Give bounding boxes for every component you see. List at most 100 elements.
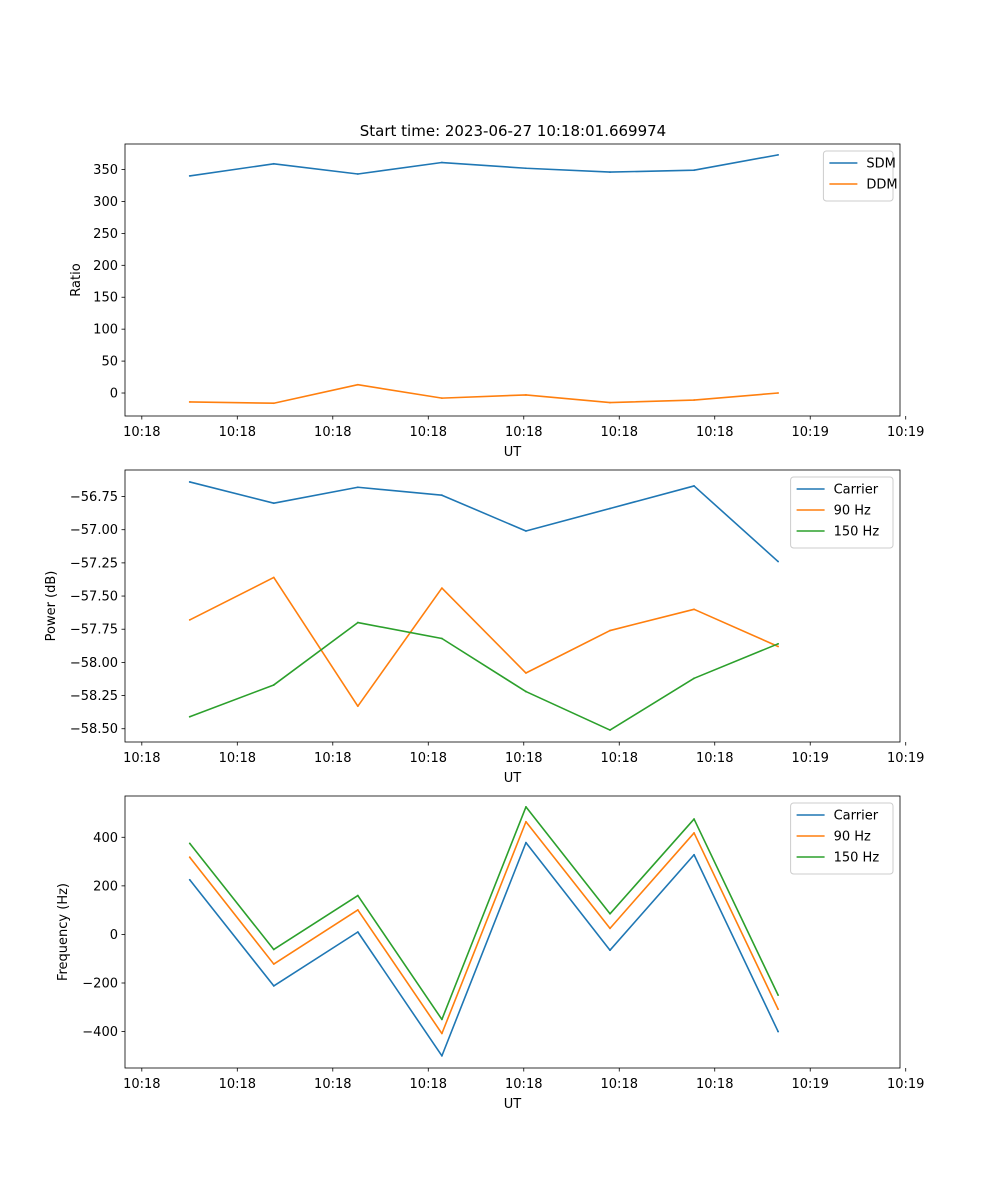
x-tick-label: 10:18 [410,1077,447,1092]
x-tick-label: 10:18 [123,751,160,766]
axes-frame [124,143,901,417]
x-tick-label: 10:19 [887,751,924,766]
data-point [272,576,275,579]
data-point [272,402,275,405]
data-point [693,677,695,680]
legend-label: 90 Hz [834,504,871,519]
data-point [693,169,695,172]
x-tick-label: 10:19 [887,425,924,440]
data-point [440,1018,443,1021]
data-point [440,637,443,640]
data-point [272,684,275,686]
data-point [356,894,359,897]
y-tick-label: 0 [110,387,118,402]
data-point [272,502,275,505]
y-tick-label: 350 [93,163,118,178]
data-point [777,645,780,648]
data-point [440,587,443,589]
y-tick-label: 100 [93,323,118,338]
data-point [188,842,191,845]
x-axis-label: UT [504,1097,522,1112]
data-point [525,530,527,532]
legend-label: DDM [866,178,897,193]
y-tick-label: −400 [82,1025,118,1040]
data-point [777,1030,780,1033]
x-tick-label: 10:18 [696,1077,733,1092]
series-line-150-hz [189,806,779,1021]
x-axis-label: UT [504,771,522,786]
y-tick-label: 150 [93,291,118,306]
x-tick-label: 10:19 [791,425,828,440]
y-tick-label: −57.00 [70,523,118,538]
series-line-ddm [189,383,779,405]
data-point [693,818,695,820]
subplot-2: −58.50 −58.25 −58.00 −57.75 −57.50 −57.25 −57.… [44,469,924,786]
x-tick-label: 10:18 [123,1077,160,1092]
data-point [188,401,191,403]
legend-label: 150 Hz [834,525,880,540]
series-line-90-hz [189,820,779,1035]
data-point [777,392,780,394]
x-tick-label: 10:18 [219,751,256,766]
data-point [440,1032,443,1035]
y-tick-label: 0 [110,928,118,943]
data-point [188,856,191,859]
y-tick-label: −57.25 [70,556,118,571]
series-line-sdm [189,154,779,177]
data-point [188,878,191,881]
data-point [525,690,527,693]
x-tick-label: 10:18 [123,425,160,440]
legend: Carrier 90 Hz 150 Hz [790,802,894,875]
legend: SDM DDM [822,150,898,202]
series-line-carrier [189,841,779,1057]
data-point [272,985,275,987]
y-tick-label: 50 [101,355,118,370]
x-tick-label: 10:18 [601,751,638,766]
legend-label: Carrier [834,809,879,824]
data-point [525,820,527,823]
data-point [609,629,611,632]
data-point [272,162,275,165]
x-tick-label: 10:18 [601,1077,638,1092]
y-tick-label: −57.50 [70,590,118,605]
x-tick-label: 10:18 [219,425,256,440]
y-axis-label: Power (dB) [44,571,59,642]
x-tick-label: 10:18 [314,1077,351,1092]
x-tick-label: 10:18 [314,751,351,766]
data-point [693,399,695,401]
subplot-1: 0 50 100 150 200 250 300 350 10:18 10:18 10:18 10:1… [69,143,924,460]
y-tick-label: −57.75 [70,623,118,638]
y-tick-label: −58.50 [70,722,118,737]
data-point [609,401,611,404]
figure-title: Start time: 2023-06-27 10:18:01.669974 [360,122,666,140]
data-point [356,909,359,911]
data-point [525,672,527,674]
data-point [609,171,611,173]
y-tick-label: 200 [93,259,118,274]
axes-frame [124,469,901,743]
data-point [272,963,275,965]
data-point [188,619,191,621]
subplot-3: −400 −200 0 200 400 10:18 10:18 10:18 10:18 10:18… [56,795,924,1112]
x-tick-label: 10:18 [219,1077,256,1092]
data-point [356,705,359,708]
x-axis-label: UT [504,445,522,460]
x-tick-label: 10:19 [791,1077,828,1092]
y-axis-label: Ratio [69,263,84,296]
series-line-carrier [189,481,779,563]
data-point [609,949,611,952]
data-point [693,832,695,834]
y-tick-label: −56.75 [70,490,118,505]
data-point [777,153,780,156]
data-point [693,853,695,856]
data-point [693,485,695,487]
y-axis-label: Frequency (Hz) [56,883,71,981]
x-tick-label: 10:18 [601,425,638,440]
data-point [440,494,443,497]
y-tick-label: 300 [93,195,118,210]
data-point [356,931,359,933]
y-tick-label: −58.00 [70,656,118,671]
x-tick-label: 10:19 [887,1077,924,1092]
data-point [525,167,527,170]
